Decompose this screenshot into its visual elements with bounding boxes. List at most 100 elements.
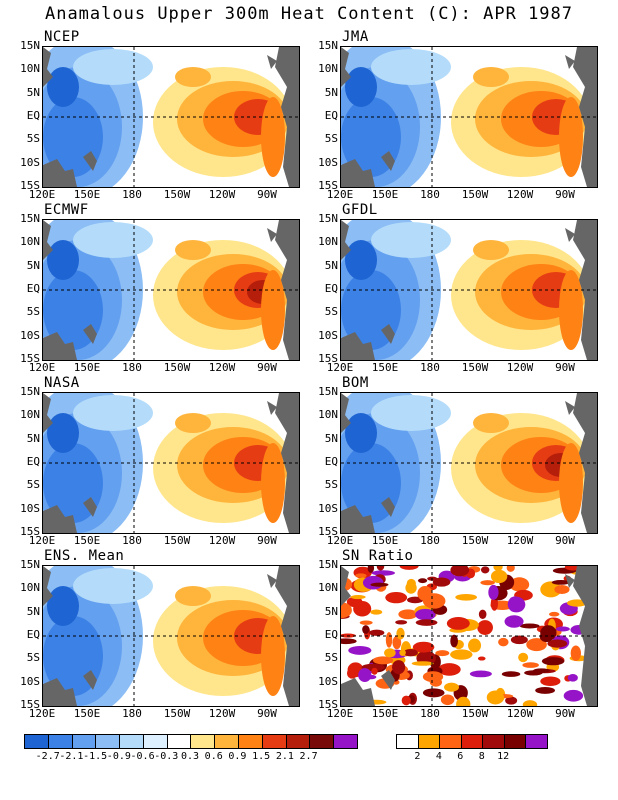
lat-tick-label: 10N [318, 62, 338, 76]
lon-tick-label: 180 [420, 188, 440, 201]
lon-tick-label: 120W [506, 707, 534, 720]
lon-tick-label: 120W [506, 188, 534, 201]
lon-tick-label: 150E [73, 361, 101, 374]
lat-tick-label: EQ [324, 628, 338, 641]
lat-tick-label: 15N [20, 558, 40, 571]
lon-tick-label: 120E [326, 707, 354, 720]
colorbar-swatch [215, 735, 240, 748]
lat-tick-label: 5N [26, 604, 40, 618]
lon-tick-label: 90W [257, 188, 277, 201]
colorbar-swatch [262, 735, 287, 748]
lon-tick-label: 180 [122, 361, 142, 374]
lat-tick-label: 5N [324, 85, 338, 99]
colorbar-label: 2 [414, 751, 421, 762]
colorbar-label: 0.9 [228, 751, 247, 762]
lat-tick-label: 15N [20, 39, 40, 52]
lon-tick-label: 120E [326, 188, 354, 201]
colorbar-swatch [96, 735, 121, 748]
colorbar-label: 2.1 [275, 751, 294, 762]
lon-tick-label: 150W [163, 188, 191, 201]
lon-tick-label: 150W [163, 534, 191, 547]
lat-tick-label: EQ [324, 455, 338, 468]
lon-tick-label: 120W [506, 534, 534, 547]
map-panel-bom [340, 392, 598, 534]
lat-tick-label: 10N [20, 235, 40, 249]
lon-tick-label: 150E [371, 188, 399, 201]
lon-tick-label: 150E [371, 707, 399, 720]
lat-tick-label: 10N [20, 62, 40, 76]
map-field [43, 220, 299, 360]
lat-tick-label: 5S [26, 305, 40, 319]
colorbar-label: 0.6 [204, 751, 223, 762]
panel-title: NASA [44, 375, 80, 391]
colorbar-label: -0.3 [154, 751, 179, 762]
map-panel-ens-mean [42, 565, 300, 707]
colorbar-swatch [334, 735, 357, 748]
map-field [341, 393, 597, 533]
colorbar-swatch [504, 735, 527, 748]
lon-tick-label: 180 [420, 707, 440, 720]
map-panel-ncep [42, 46, 300, 188]
lon-tick-label: 120W [208, 188, 236, 201]
colorbar-label: 8 [478, 751, 485, 762]
lat-tick-label: 10N [20, 581, 40, 595]
colorbar-label: 12 [497, 751, 510, 762]
lat-tick-label: 10N [318, 235, 338, 249]
lat-tick-label: 5S [324, 478, 338, 492]
map-field [341, 47, 597, 187]
lon-tick-label: 120E [28, 707, 56, 720]
colorbar-swatch [418, 735, 441, 748]
lon-tick-label: 120E [28, 188, 56, 201]
panel-title: JMA [342, 29, 369, 45]
lat-tick-label: 5N [26, 85, 40, 99]
lat-tick-label: 5N [324, 604, 338, 618]
colorbar-swatch [461, 735, 484, 748]
figure-title: Anamalous Upper 300m Heat Content (C): A… [44, 4, 574, 24]
panel-title: BOM [342, 375, 369, 391]
colorbar-swatch [526, 735, 548, 748]
colorbar-label: -1.5 [83, 751, 108, 762]
lat-tick-label: 10N [20, 408, 40, 422]
lon-tick-label: 180 [122, 534, 142, 547]
map-panel-jma [340, 46, 598, 188]
lat-tick-label: 10N [318, 408, 338, 422]
lon-tick-label: 150W [163, 707, 191, 720]
lon-tick-label: 150E [73, 188, 101, 201]
lon-tick-label: 150W [461, 534, 489, 547]
lon-tick-label: 150E [73, 707, 101, 720]
colorbar-swatch [440, 735, 462, 748]
lat-tick-label: 5S [26, 478, 40, 492]
colorbar-swatch [167, 735, 192, 748]
lon-tick-label: 120W [208, 534, 236, 547]
lon-tick-label: 90W [555, 361, 575, 374]
colorbar-swatch [310, 735, 335, 748]
lat-tick-label: 5N [26, 431, 40, 445]
colorbar-label: 4 [435, 751, 442, 762]
colorbar-label: -0.9 [106, 751, 131, 762]
lat-tick-label: 5N [324, 431, 338, 445]
colorbar-label: 2.7 [299, 751, 318, 762]
lat-tick-label: 10S [318, 501, 338, 515]
lat-tick-label: 5N [26, 258, 40, 272]
lat-tick-label: EQ [26, 628, 40, 641]
lat-tick-label: 10S [318, 328, 338, 342]
lat-tick-label: EQ [324, 109, 338, 122]
lon-tick-label: 180 [122, 188, 142, 201]
lon-tick-label: 90W [555, 534, 575, 547]
lat-tick-label: EQ [26, 455, 40, 468]
map-field [43, 566, 299, 706]
map-panel-ecmwf [42, 219, 300, 361]
lon-tick-label: 150E [371, 534, 399, 547]
map-panel-sn-ratio [340, 565, 598, 707]
lat-tick-label: 15S [20, 179, 40, 192]
lat-tick-label: 5S [26, 132, 40, 146]
panel-title: GFDL [342, 202, 378, 218]
lon-tick-label: 150W [163, 361, 191, 374]
lat-tick-label: 10S [20, 674, 40, 688]
lat-tick-label: 15N [318, 385, 338, 398]
colorbar-label: -0.6 [130, 751, 155, 762]
map-panel-nasa [42, 392, 300, 534]
colorbar-swatch [120, 735, 144, 748]
colorbar-swatch [286, 735, 311, 748]
lat-tick-label: 15N [20, 385, 40, 398]
